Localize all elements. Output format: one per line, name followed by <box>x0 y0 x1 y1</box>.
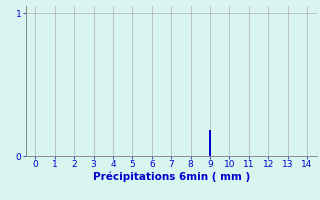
X-axis label: Précipitations 6min ( mm ): Précipitations 6min ( mm ) <box>92 172 250 182</box>
Bar <box>209 130 212 156</box>
